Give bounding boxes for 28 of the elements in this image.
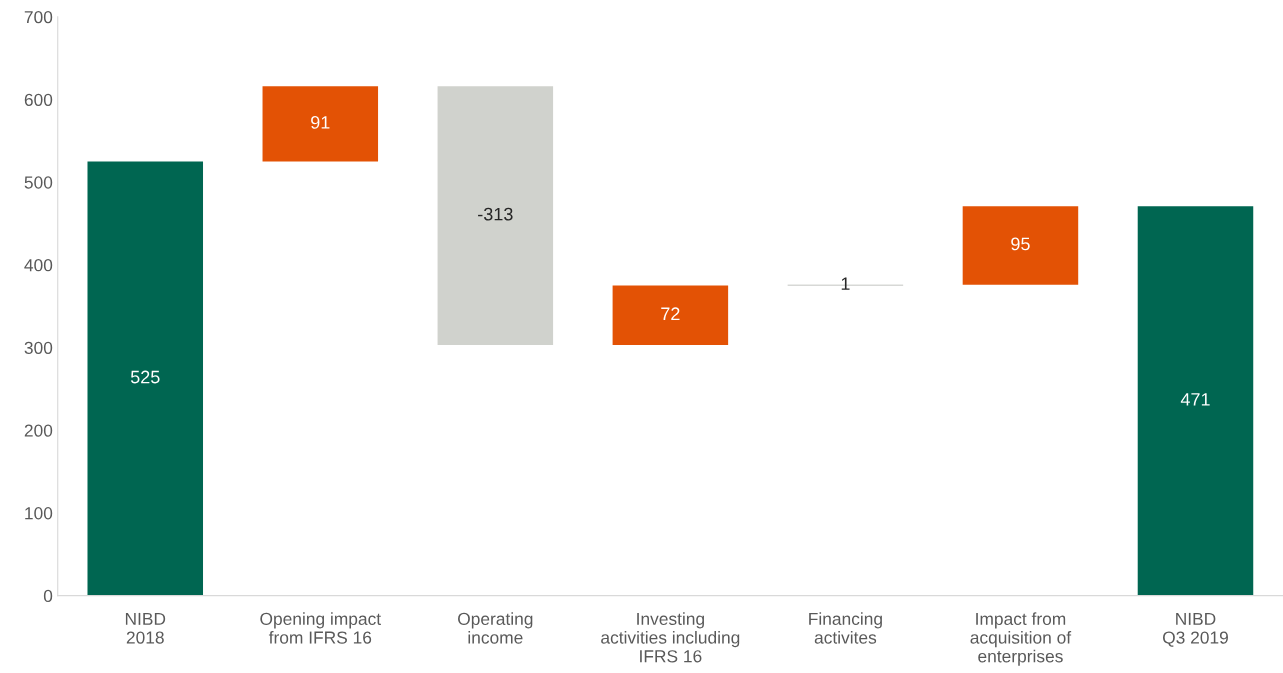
data-label: 95 (1011, 237, 1030, 251)
bar (962, 206, 1079, 285)
bar (262, 86, 379, 162)
y-tick-label: 500 (24, 176, 53, 189)
x-tick-label: Investing activities including IFRS 16 (601, 612, 740, 663)
y-tick-label: 300 (24, 341, 53, 355)
x-tick-label: Financing activites (809, 612, 882, 644)
bar (87, 161, 204, 596)
y-tick-label: 400 (24, 259, 53, 272)
data-label: 91 (311, 115, 330, 129)
y-tick-label: 700 (24, 10, 53, 24)
data-label: 72 (661, 307, 680, 320)
y-tick-label: 0 (43, 589, 53, 603)
data-label: 471 (1180, 393, 1210, 406)
y-tick-label: 600 (24, 93, 53, 106)
data-label: 1 (841, 277, 850, 290)
y-tick-label: 100 (25, 507, 53, 520)
data-label: 525 (130, 370, 160, 384)
x-tick-label: Impact from acquisition of enterprises (970, 612, 1072, 666)
bar (1137, 206, 1254, 596)
x-tick-label: Operating income (458, 612, 533, 644)
bar (612, 285, 729, 346)
data-label: -313 (478, 207, 513, 221)
bar (437, 86, 554, 346)
y-tick-label: 200 (24, 424, 53, 437)
x-tick-label: NIBD Q3 2019 (1163, 612, 1228, 647)
x-tick-label: Opening impact from IFRS 16 (260, 612, 381, 644)
x-tick-label: NIBD 2018 (125, 612, 166, 644)
